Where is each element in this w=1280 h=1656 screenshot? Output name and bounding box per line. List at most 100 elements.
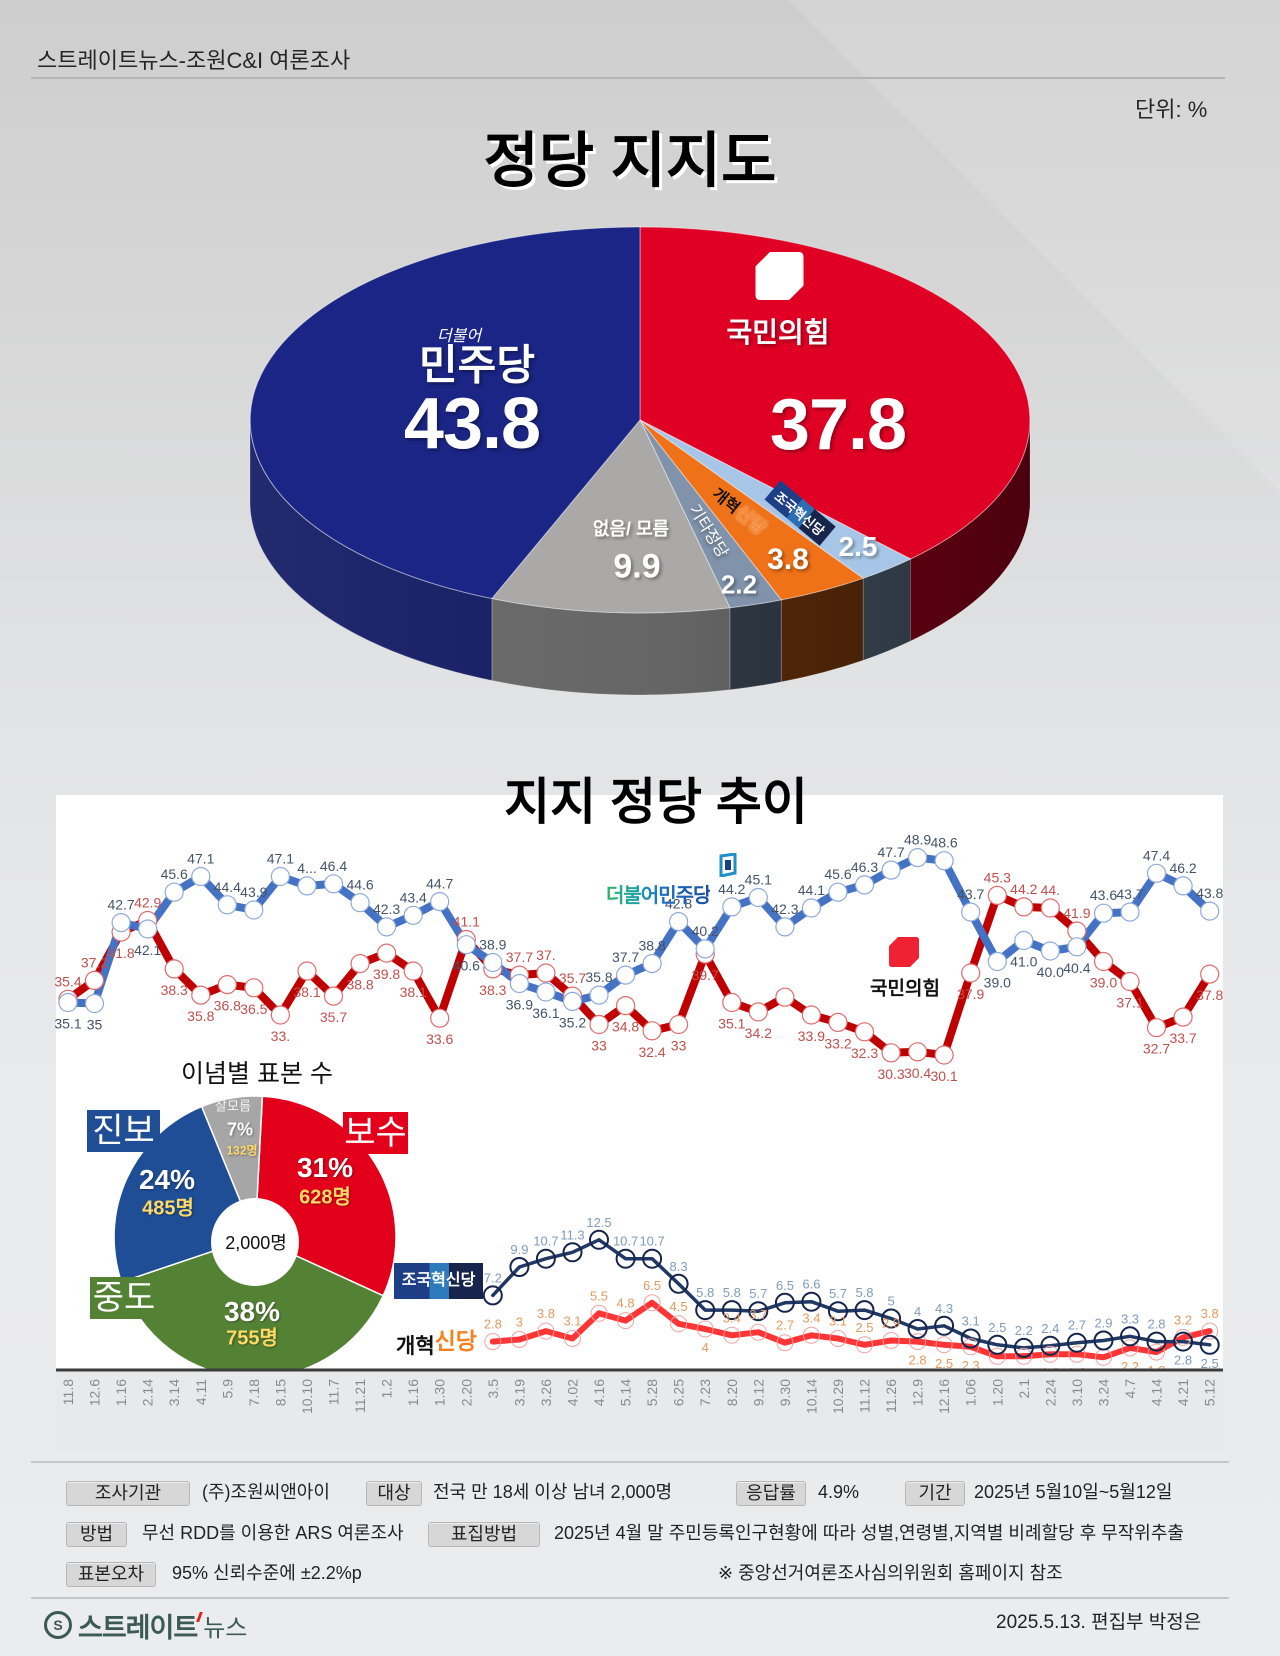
data-point — [270, 1005, 290, 1025]
data-point — [589, 985, 609, 1005]
data-point — [111, 912, 131, 933]
data-point — [430, 891, 450, 912]
ideology-title: 이념별 표본 수 — [181, 1060, 333, 1088]
page-title: 정당 지지도 — [483, 127, 777, 195]
x-tick-label: 11.8 — [60, 1379, 76, 1405]
data-point — [377, 943, 397, 963]
value-label: 37.2 — [81, 954, 108, 970]
value-label: 34.2 — [745, 1025, 772, 1041]
x-tick-label: 1.20 — [989, 1379, 1005, 1406]
x-tick-label: 5.14 — [618, 1379, 634, 1406]
data-point — [987, 885, 1007, 906]
value-label: 37.9 — [957, 986, 984, 1002]
data-point — [510, 1331, 528, 1348]
conservative-pct: 31% — [296, 1152, 354, 1183]
data-point — [562, 991, 583, 1012]
data-point — [403, 905, 423, 925]
data-point — [1040, 1335, 1061, 1356]
data-point — [881, 1043, 901, 1063]
data-point — [668, 1273, 689, 1294]
data-point — [191, 866, 211, 887]
value-label: 2.5 — [988, 1320, 1006, 1335]
value-label: 35.8 — [585, 969, 612, 985]
value-label: 42.1 — [134, 942, 161, 958]
value-label: 6.5 — [776, 1278, 794, 1293]
value-label: 44. — [1041, 882, 1060, 898]
tag-target: 대상 — [366, 1481, 422, 1506]
x-tick-label: 2.20 — [458, 1379, 474, 1406]
value-label: 45.1 — [745, 872, 772, 888]
data-point — [934, 851, 954, 871]
value-label: 33.2 — [824, 1035, 851, 1051]
data-point — [164, 959, 184, 979]
value-label: 43.8 — [1196, 885, 1223, 901]
data-point — [84, 970, 105, 991]
value-label: 30.4 — [904, 1065, 931, 1081]
brand-accent-mark — [196, 1612, 204, 1622]
header-divider — [31, 77, 1225, 79]
line-rebuild — [491, 1238, 1212, 1350]
data-point — [1146, 863, 1167, 883]
value-label: 39.8 — [373, 966, 400, 982]
data-point — [323, 874, 344, 894]
value-label: 42.9 — [134, 895, 161, 911]
value-label: 37.8 — [1196, 987, 1223, 1003]
value-label: 43.7 — [1116, 886, 1143, 902]
data-point — [748, 1002, 768, 1022]
data-point — [138, 919, 158, 939]
data-point — [1200, 901, 1220, 921]
data-point — [696, 1320, 714, 1338]
data-point — [589, 1229, 609, 1250]
value-label: 32.3 — [851, 1045, 878, 1061]
data-point — [828, 1012, 848, 1033]
value-label: 2.7 — [1068, 1318, 1086, 1333]
reform-legend-text-a: 개혁 — [396, 1335, 435, 1358]
brand-s-icon: S — [44, 1611, 72, 1639]
data-point — [484, 1333, 502, 1351]
ideology-donut-chart — [113, 1095, 397, 1379]
dem-legend: 더불어민주당 — [606, 879, 711, 908]
data-point — [1120, 1326, 1140, 1347]
reform-legend: 개혁신당 — [396, 1326, 477, 1360]
data-point — [668, 911, 689, 932]
value-target: 전국 만 18세 이상 남녀 2,000명 — [433, 1482, 673, 1502]
data-point — [244, 900, 264, 920]
data-point — [615, 965, 636, 985]
ppp-label: 국민의힘 — [726, 317, 830, 348]
value-label: 10.7 — [639, 1234, 664, 1249]
value-label: 5.5 — [590, 1288, 608, 1303]
dem-logo-main-text: 민주당 — [419, 341, 535, 389]
x-tick-label: 5.12 — [1202, 1379, 1218, 1406]
data-point — [1199, 1334, 1220, 1355]
value-label: 2.8 — [1147, 1317, 1165, 1332]
value-response-rate: 4.9% — [818, 1482, 860, 1502]
data-point — [960, 1328, 981, 1349]
value-label: 43.9 — [240, 884, 267, 900]
data-point — [1146, 1331, 1167, 1352]
value-label: 34.8 — [612, 1019, 639, 1035]
brand-name-b: 뉴스 — [203, 1614, 248, 1642]
data-point — [882, 1332, 900, 1349]
value-label: 47.1 — [267, 851, 294, 867]
unknown-count: 132명 — [226, 1143, 258, 1158]
value-sampling: 2025년 4월 말 주민등록인구현황에 따라 성별,연령별,지역별 비례할당 … — [554, 1523, 1184, 1543]
value-label: 44.4 — [214, 879, 241, 895]
value-label: 2.9 — [882, 1316, 900, 1331]
x-tick-label: 3.14 — [166, 1379, 182, 1406]
data-point — [1200, 964, 1220, 984]
data-point — [722, 897, 742, 917]
value-label: 46.2 — [1169, 860, 1196, 876]
conservative-count: 628명 — [299, 1186, 351, 1209]
x-tick-label: 4.7 — [1122, 1379, 1138, 1399]
value-label: 4... — [297, 860, 316, 876]
value-label: 35.1 — [718, 1016, 745, 1032]
value-label: 37. — [536, 947, 555, 963]
value-label: 33 — [591, 1038, 607, 1054]
x-tick-label: 4.16 — [591, 1379, 607, 1406]
x-tick-label: 4.21 — [1175, 1379, 1191, 1406]
data-point — [1120, 902, 1140, 922]
data-point — [801, 898, 822, 918]
value-label: 4.8 — [617, 1296, 635, 1311]
data-point — [1093, 951, 1114, 972]
data-point — [217, 895, 237, 915]
